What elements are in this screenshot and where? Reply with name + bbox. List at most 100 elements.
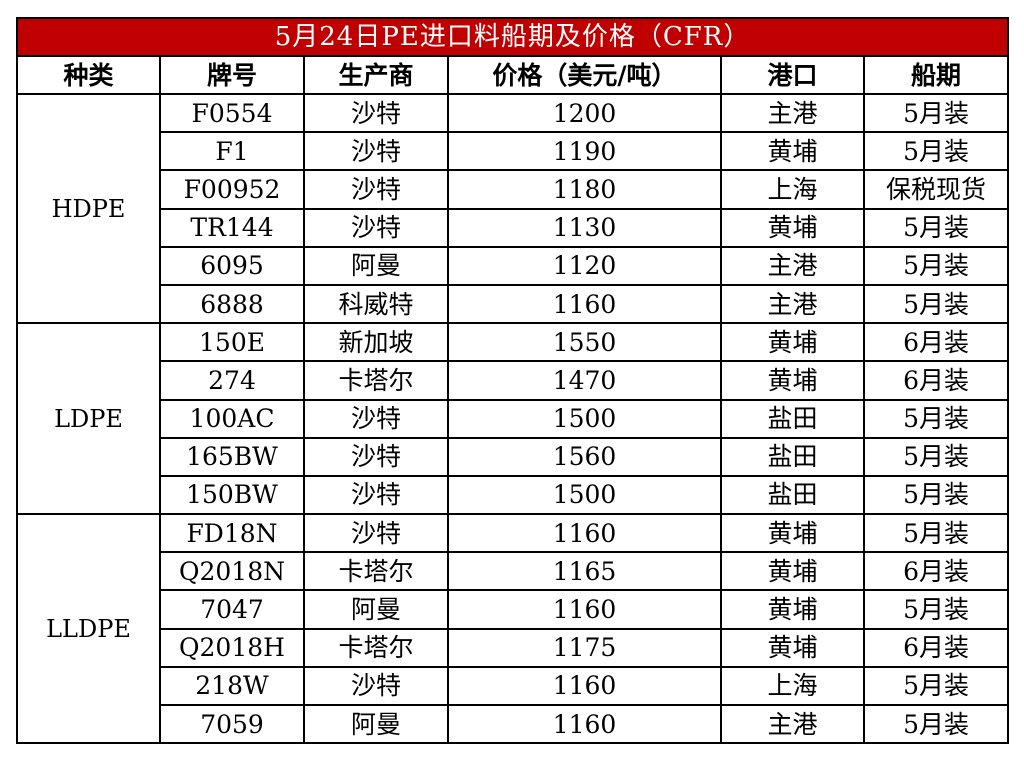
price-cell: 1160 — [447, 283, 722, 325]
pe-import-price-table: 5月24日PE进口料船期及价格（CFR） 种类 牌号 生产商 价格（美元/吨） … — [15, 17, 1010, 745]
port-cell: 黄埔 — [720, 551, 865, 592]
table-row: Q2018H 卡塔尔 1175 黄埔 6月装 — [17, 627, 1010, 668]
price-cell: 1470 — [447, 360, 722, 401]
producer-cell: 沙特 — [303, 474, 449, 516]
price-cell: 1160 — [447, 589, 722, 630]
price-cell: 1130 — [447, 207, 722, 248]
table-row: F00952 沙特 1180 上海 保税现货 — [17, 169, 1010, 210]
port-cell: 黄埔 — [720, 131, 865, 172]
grade-cell: 6888 — [159, 283, 305, 325]
table-row: 6095 阿曼 1120 主港 5月装 — [17, 245, 1010, 286]
shipment-cell: 5月装 — [862, 207, 1010, 248]
shipment-cell: 5月装 — [862, 665, 1010, 707]
port-cell: 上海 — [720, 169, 865, 210]
header-grade: 牌号 — [159, 55, 305, 95]
grade-cell: 100AC — [159, 398, 305, 439]
price-cell: 1165 — [447, 551, 722, 592]
producer-cell: 卡塔尔 — [303, 627, 449, 668]
producer-cell: 新加坡 — [303, 322, 449, 363]
shipment-cell: 5月装 — [862, 283, 1010, 325]
table-row: 165BW 沙特 1560 盐田 5月装 — [17, 436, 1010, 477]
shipment-cell: 5月装 — [862, 398, 1010, 439]
port-cell: 黄埔 — [720, 207, 865, 248]
shipment-cell: 5月装 — [862, 436, 1010, 477]
shipment-cell: 5月装 — [862, 589, 1010, 630]
table-row: 7059 阿曼 1160 主港 5月装 — [17, 703, 1010, 745]
producer-cell: 卡塔尔 — [303, 551, 449, 592]
price-cell: 1120 — [447, 245, 722, 286]
grade-cell: 7047 — [159, 589, 305, 630]
type-cell: HDPE — [16, 92, 161, 325]
grade-cell: F0554 — [159, 92, 305, 134]
producer-cell: 卡塔尔 — [303, 360, 449, 401]
shipment-cell: 6月装 — [862, 360, 1010, 401]
grade-cell: Q2018N — [159, 551, 305, 592]
table-row: 274 卡塔尔 1470 黄埔 6月装 — [17, 360, 1010, 401]
port-cell: 黄埔 — [720, 360, 865, 401]
header-type: 种类 — [16, 55, 161, 95]
port-cell: 黄埔 — [720, 627, 865, 668]
port-cell: 盐田 — [720, 436, 865, 477]
table-row: 7047 阿曼 1160 黄埔 5月装 — [17, 589, 1010, 630]
type-cell: LDPE — [16, 322, 161, 516]
shipment-cell: 6月装 — [862, 627, 1010, 668]
producer-cell: 阿曼 — [303, 245, 449, 286]
price-cell: 1160 — [447, 513, 722, 554]
port-cell: 盐田 — [720, 398, 865, 439]
header-price: 价格（美元/吨） — [447, 55, 722, 95]
grade-cell: FD18N — [159, 513, 305, 554]
table-row: TR144 沙特 1130 黄埔 5月装 — [17, 207, 1010, 248]
table-row: 100AC 沙特 1500 盐田 5月装 — [17, 398, 1010, 439]
table-row: LLDPE FD18N 沙特 1160 黄埔 5月装 — [16, 513, 1010, 745]
shipment-cell: 5月装 — [862, 513, 1010, 554]
header-producer: 生产商 — [303, 55, 449, 95]
price-cell: 1160 — [447, 703, 722, 745]
port-cell: 主港 — [720, 92, 865, 134]
shipment-cell: 5月装 — [862, 92, 1010, 134]
grade-cell: Q2018H — [159, 627, 305, 668]
header-port: 港口 — [720, 55, 865, 95]
table-row: 6888 科威特 1160 主港 5月装 — [17, 283, 1010, 325]
producer-cell: 沙特 — [303, 131, 449, 172]
grade-cell: 150BW — [159, 474, 305, 516]
port-cell: 主港 — [720, 245, 865, 286]
producer-cell: 沙特 — [303, 92, 449, 134]
grade-cell: 274 — [159, 360, 305, 401]
price-cell: 1175 — [447, 627, 722, 668]
table-row: HDPE F0554 沙特 1200 主港 5月装 — [16, 92, 1010, 325]
price-cell: 1550 — [447, 322, 722, 363]
producer-cell: 沙特 — [303, 398, 449, 439]
producer-cell: 沙特 — [303, 169, 449, 210]
grade-cell: 6095 — [159, 245, 305, 286]
shipment-cell: 5月装 — [862, 245, 1010, 286]
price-cell: 1180 — [447, 169, 722, 210]
price-cell: 1500 — [447, 398, 722, 439]
shipment-cell: 5月装 — [862, 474, 1010, 516]
producer-cell: 阿曼 — [303, 589, 449, 630]
grade-cell: F1 — [159, 131, 305, 172]
shipment-cell: 5月装 — [862, 131, 1010, 172]
table-row: 150BW 沙特 1500 盐田 5月装 — [17, 474, 1010, 516]
table-title: 5月24日PE进口料船期及价格（CFR） — [15, 17, 1010, 57]
table-body: HDPE F0554 沙特 1200 主港 5月装 F1 沙特 1190 黄埔 5月装 F00952 沙… — [16, 92, 1010, 745]
producer-cell: 科威特 — [303, 283, 449, 325]
shipment-cell: 保税现货 — [862, 169, 1010, 210]
grade-cell: 150E — [159, 322, 305, 363]
port-cell: 黄埔 — [720, 322, 865, 363]
shipment-cell: 5月装 — [862, 703, 1010, 745]
producer-cell: 阿曼 — [303, 703, 449, 745]
port-cell: 黄埔 — [720, 513, 865, 554]
table-row: LDPE 150E 新加坡 1550 黄埔 6月装 — [16, 322, 1010, 516]
grade-cell: 7059 — [159, 703, 305, 745]
port-cell: 上海 — [720, 665, 865, 707]
price-cell: 1190 — [447, 131, 722, 172]
grade-cell: 165BW — [159, 436, 305, 477]
table-row: Q2018N 卡塔尔 1165 黄埔 6月装 — [17, 551, 1010, 592]
type-cell: LLDPE — [16, 513, 161, 745]
port-cell: 黄埔 — [720, 589, 865, 630]
header-shipment: 船期 — [862, 55, 1010, 95]
grade-cell: F00952 — [159, 169, 305, 210]
producer-cell: 沙特 — [303, 207, 449, 248]
port-cell: 主港 — [720, 283, 865, 325]
price-cell: 1500 — [447, 474, 722, 516]
